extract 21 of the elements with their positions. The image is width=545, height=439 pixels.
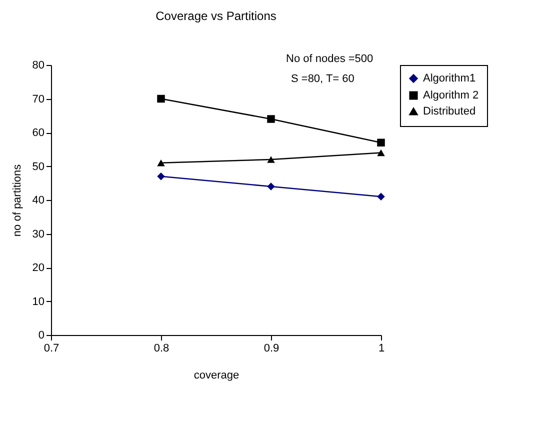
y-tick-label: 50 bbox=[32, 160, 44, 173]
y-tick-label: 30 bbox=[32, 228, 44, 240]
y-tick-label: 10 bbox=[32, 296, 44, 308]
x-axis-title: coverage bbox=[194, 370, 240, 382]
legend-label: Algorithm1 bbox=[423, 72, 476, 84]
annotation: S =80, T= 60 bbox=[291, 73, 354, 85]
y-tick-label: 40 bbox=[32, 194, 44, 206]
chart-title: Coverage vs Partitions bbox=[156, 9, 276, 23]
legend-label: Algorithm 2 bbox=[423, 90, 479, 102]
x-tick-label: 0.8 bbox=[154, 342, 170, 354]
y-tick-label: 0 bbox=[38, 330, 44, 342]
text: No of nodes =500 bbox=[286, 53, 374, 65]
y-tick-label: 70 bbox=[32, 93, 44, 106]
x-tick-label: 1 bbox=[378, 342, 385, 354]
y-axis-title: no of partitions bbox=[11, 164, 24, 237]
x-tick-label: 0.9 bbox=[264, 342, 280, 354]
legend-label: Distributed bbox=[423, 106, 476, 118]
x-tick-label: 0.7 bbox=[44, 342, 60, 354]
y-tick-label: 20 bbox=[32, 262, 44, 274]
y-tick-label: 60 bbox=[32, 127, 44, 139]
y-tick-label: 80 bbox=[32, 60, 44, 72]
